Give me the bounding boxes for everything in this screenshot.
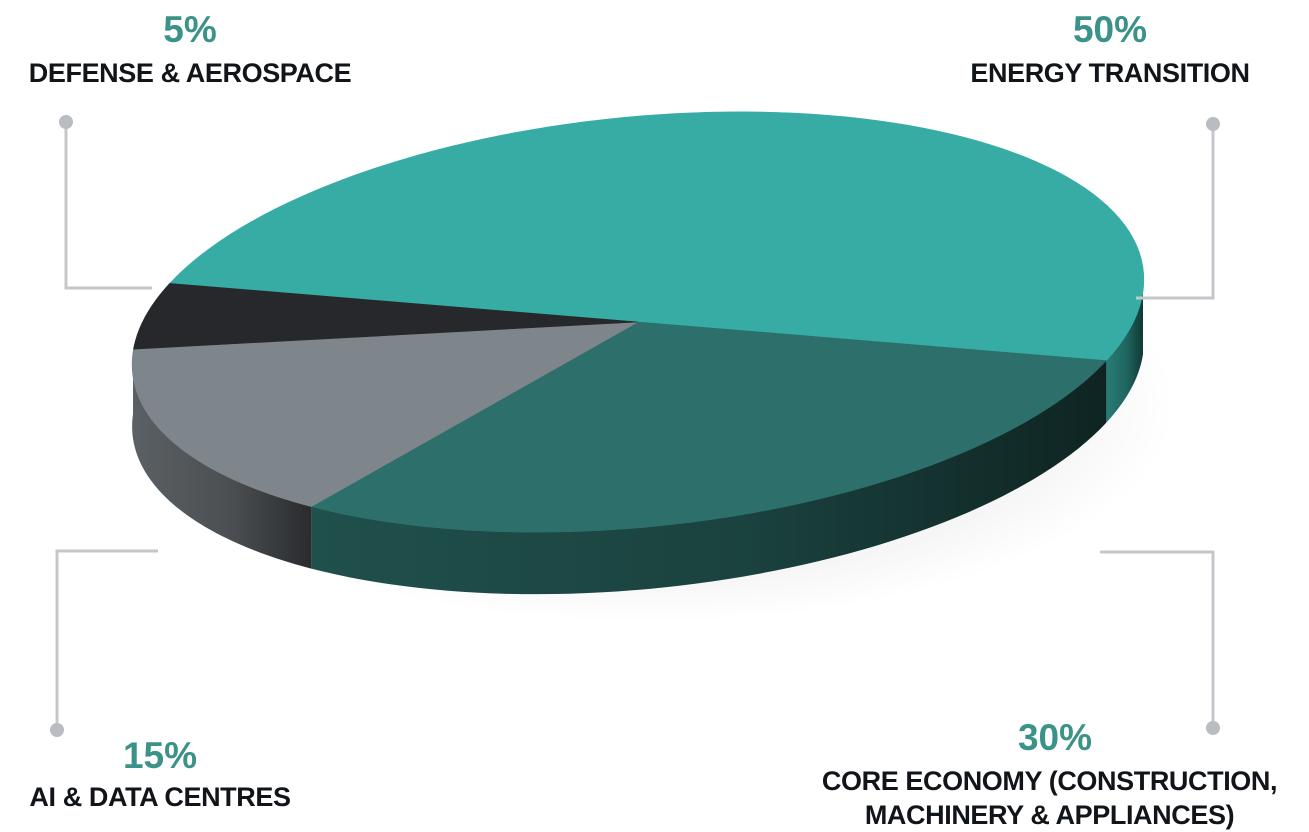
ai-leader-dot [50,723,64,737]
ai-leader-line [55,549,158,730]
pie-side-shading-ai-data-centres [132,352,312,569]
pie-slice-defense-aerospace [133,283,639,350]
energy-leader-dot [1206,117,1220,131]
pie-side-shading-core-economy-construction-machinery-appliances [311,360,1107,595]
pie-slice-energy-transition [169,111,1145,361]
ai-percent: 15% [122,735,198,776]
ai-label: AI & DATA CENTRES [29,782,291,812]
defense-leader-dot [59,115,73,129]
core-percent: 30% [1017,717,1093,758]
pie-side-shading-energy-transition [1106,291,1143,423]
defense-leader-line [64,122,152,290]
defense-label: DEFENSE & AEROSPACE [28,58,352,88]
energy-percent: 50% [1072,9,1148,50]
pie-slice-core-economy-construction-machinery-appliances [310,321,1107,533]
energy-label: ENERGY TRANSITION [970,58,1250,88]
core-leader-line [1100,550,1215,728]
energy-leader-line [1136,124,1215,300]
core-label-line-2: MACHINERY & APPLIANCES) [864,800,1235,830]
core-label-line-1: CORE ECONOMY (CONSTRUCTION, [821,766,1278,796]
defense-percent: 5% [163,9,217,50]
pie-slice-ai-data-centres [131,321,639,507]
core-leader-dot [1206,721,1220,735]
